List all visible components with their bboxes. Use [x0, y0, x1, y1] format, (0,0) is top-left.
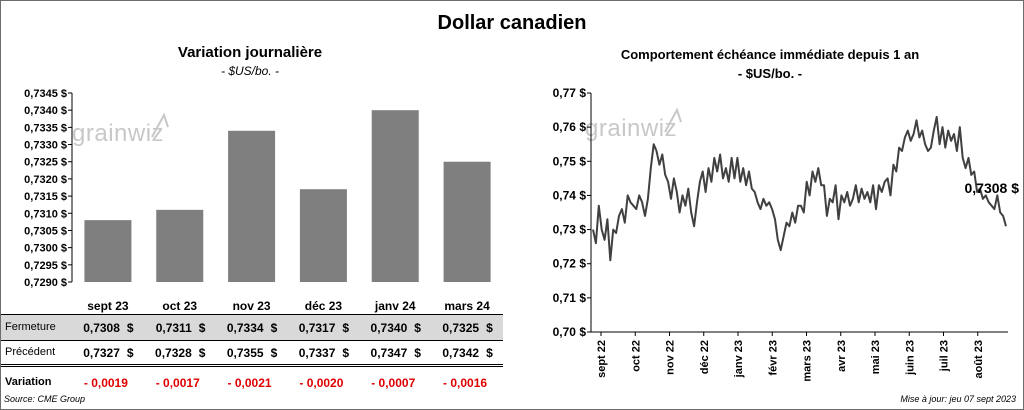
line-chart-title: Comportement échéance immédiate depuis 1… — [620, 47, 920, 62]
bar — [299, 189, 347, 282]
row-label: Précédent — [5, 346, 56, 358]
line-x-tick-label: mars 23 — [802, 340, 814, 382]
table-currency: $ — [414, 321, 421, 335]
table-cell: - 0,0007 — [371, 376, 416, 390]
table-cell: 0,7327 — [83, 346, 120, 360]
line-y-tick-label: 0,72 $ — [553, 257, 587, 271]
bar-y-tick-label: 0,7305 $ — [24, 225, 67, 237]
line-y-tick-label: 0,71 $ — [553, 291, 587, 305]
table-cell: - 0,0021 — [227, 376, 272, 390]
source-note: Source: CME Group — [4, 394, 86, 404]
bar-y-tick-label: 0,7315 $ — [24, 191, 67, 203]
bar — [443, 161, 491, 282]
bar-x-label: janv 24 — [374, 299, 416, 313]
table-cell: 0,7317 — [298, 321, 336, 335]
bar-x-label: nov 23 — [233, 299, 271, 313]
line-x-tick-label: nov 22 — [665, 340, 677, 375]
table-cell: 0,7334 — [226, 321, 264, 335]
table-cell: - 0,0017 — [155, 376, 200, 390]
table-cell: 0,7308 — [83, 321, 120, 335]
bar — [84, 220, 132, 282]
main-title: Dollar canadien — [437, 12, 587, 34]
line-x-tick-label: avr 23 — [836, 340, 848, 372]
line-y-tick-label: 0,70 $ — [553, 325, 587, 339]
bar-chart-subtitle: - $US/bo. - — [220, 64, 280, 78]
table-currency: $ — [342, 346, 350, 360]
bar — [228, 130, 276, 282]
table-currency: $ — [126, 346, 134, 360]
bar-y-tick-label: 0,7300 $ — [24, 243, 67, 255]
line-x-tick-label: sept 22 — [596, 340, 608, 378]
table-currency: $ — [270, 346, 278, 360]
bar-x-label: sept 23 — [87, 299, 129, 313]
bar-chart-title: Variation journalière — [177, 44, 323, 61]
watermark-logo: grainwiz — [585, 115, 677, 142]
table-cell: 0,7328 — [155, 346, 192, 360]
update-note: Mise à jour: jeu 07 sept 2023 — [900, 394, 1016, 404]
bar-y-tick-label: 0,7340 $ — [24, 105, 67, 117]
table-cell: 0,7311 — [155, 321, 192, 335]
bar-y-tick-label: 0,7310 $ — [24, 208, 67, 220]
row-label: Variation — [5, 376, 52, 388]
table-cell: - 0,0019 — [83, 376, 128, 390]
line-x-tick-label: juin 23 — [904, 340, 916, 376]
table-row: Fermeture 0,7308 $0,7311 $0,7334 $0,7317 $0,7… — [1, 314, 503, 341]
last-value-label: 0,7308 $ — [965, 180, 1020, 196]
watermark-mark — [664, 107, 682, 133]
table-cell: 0,7340 — [370, 321, 408, 335]
bar-x-label: oct 23 — [162, 299, 197, 313]
line-x-tick-label: déc 22 — [699, 340, 711, 374]
table-cell: 0,7342 — [442, 346, 480, 360]
table-row: Précédent 0,7327 $0,7328 $0,7355 $0,7337 $0,7… — [1, 340, 503, 367]
bar-y-tick-label: 0,7325 $ — [24, 157, 67, 169]
line-y-tick-label: 0,75 $ — [553, 154, 587, 168]
line-y-tick-label: 0,76 $ — [553, 120, 587, 134]
row-label: Fermeture — [5, 321, 56, 333]
bar-y-tick-label: 0,7295 $ — [24, 260, 67, 272]
line-chart-subtitle: - $US/bo. - — [737, 66, 803, 81]
table-cell: 0,7347 — [370, 346, 408, 360]
bar-chart: grainwiz 0,7290 $ 0,7295 $ 0,7300 $ 0,7305 $… — [24, 88, 491, 313]
line-chart: grainwiz 0,70 $ 0,71 $ 0,72 $ 0,73 $ 0,74 $ 0,… — [553, 86, 1020, 382]
table-currency: $ — [414, 346, 421, 360]
table-cell: 0,7325 — [442, 321, 480, 335]
line-x-tick-label: oct 22 — [630, 340, 642, 372]
table-currency: $ — [486, 346, 493, 360]
bar — [371, 110, 419, 282]
line-x-tick-label: août 23 — [973, 340, 985, 379]
watermark-mark — [151, 112, 169, 138]
line-y-tick-label: 0,74 $ — [553, 188, 587, 202]
table-currency: $ — [342, 321, 350, 335]
watermark-logo: grainwiz — [72, 120, 164, 147]
bar-y-tick-label: 0,7335 $ — [24, 122, 67, 134]
series-line — [592, 115, 1007, 262]
table-cell: - 0,0020 — [299, 376, 344, 390]
bar-y-tick-label: 0,7320 $ — [24, 174, 67, 186]
bar-x-label: mars 24 — [444, 299, 490, 313]
table-currency: $ — [270, 321, 278, 335]
table-cell: - 0,0016 — [443, 376, 488, 390]
line-x-tick-label: févr 23 — [767, 340, 779, 375]
line-x-tick-label: janv 23 — [733, 340, 745, 378]
table-cell: 0,7355 — [226, 346, 264, 360]
table-currency: $ — [198, 346, 206, 360]
table-cell: 0,7337 — [298, 346, 336, 360]
line-x-tick-label: mai 23 — [870, 340, 882, 374]
bar — [156, 209, 204, 282]
bar-y-tick-label: 0,7330 $ — [24, 140, 67, 152]
bar-y-tick-label: 0,7345 $ — [24, 88, 67, 100]
line-y-tick-label: 0,77 $ — [553, 86, 587, 100]
table-row: Variation - 0,0019 - 0,0017 - 0,0021 - 0,002… — [1, 368, 503, 394]
data-table: Fermeture 0,7308 $0,7311 $0,7334 $0,7317 $0,7… — [0, 314, 504, 394]
line-x-tick-label: juil 23 — [939, 340, 951, 372]
bar-x-label: déc 23 — [305, 299, 343, 313]
line-y-tick-label: 0,73 $ — [553, 223, 587, 237]
table-currency: $ — [198, 321, 206, 335]
bar-y-tick-label: 0,7290 $ — [24, 277, 67, 289]
table-currency: $ — [126, 321, 134, 335]
table-currency: $ — [486, 321, 493, 335]
